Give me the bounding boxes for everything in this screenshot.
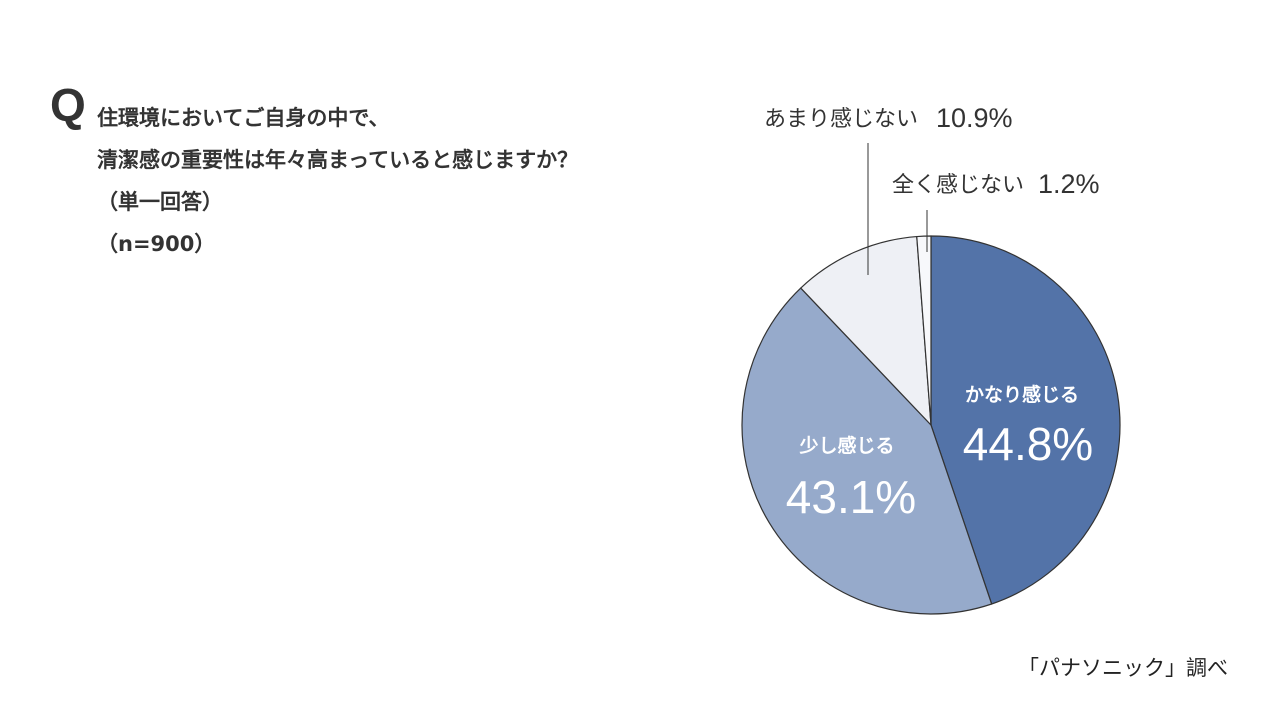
pie-slice-0 xyxy=(930,235,1121,605)
slice-value-1: 43.1% xyxy=(786,471,916,523)
question-line-4: （n=900） xyxy=(97,232,216,256)
slice-label-0: かなり感じる xyxy=(965,383,1079,406)
question-text: 住環境においてご自身の中で、 清潔感の重要性は年々高まっていると感じますか？ （… xyxy=(97,100,578,268)
slice-value-3: 1.2% xyxy=(1038,169,1100,199)
question-line-2: 清潔感の重要性は年々高まっていると感じますか？ xyxy=(97,148,579,172)
slice-value-0: 44.8% xyxy=(963,418,1093,470)
question-mark-q: Q xyxy=(50,79,86,131)
question-line-3: （単一回答） xyxy=(97,190,223,214)
question-line-1: 住環境においてご自身の中で、 xyxy=(97,106,390,130)
pie-slice-3 xyxy=(916,235,932,426)
slice-label-1: 少し感じる xyxy=(798,434,894,457)
slice-label-2: あまり感じない xyxy=(764,107,918,132)
source-note: 「パナソニック」調べ xyxy=(1018,656,1228,680)
slice-label-3: 全く感じない xyxy=(892,173,1024,198)
slice-value-2: 10.9% xyxy=(936,103,1013,133)
pie-slice-2 xyxy=(800,235,932,426)
pie-slice-1 xyxy=(741,287,993,615)
